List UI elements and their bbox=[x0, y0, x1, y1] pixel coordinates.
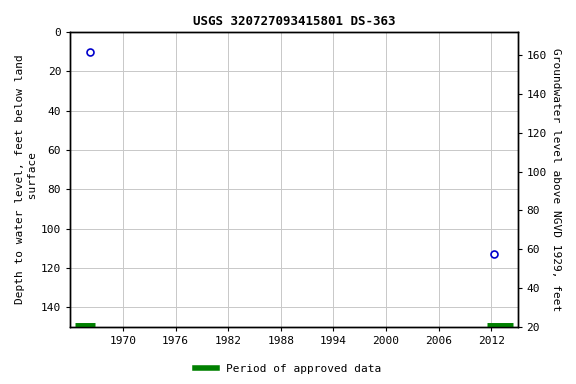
Y-axis label: Groundwater level above NGVD 1929, feet: Groundwater level above NGVD 1929, feet bbox=[551, 48, 561, 311]
Title: USGS 320727093415801 DS-363: USGS 320727093415801 DS-363 bbox=[192, 15, 395, 28]
Legend: Period of approved data: Period of approved data bbox=[191, 359, 385, 379]
Y-axis label: Depth to water level, feet below land
 surface: Depth to water level, feet below land su… bbox=[15, 55, 38, 304]
